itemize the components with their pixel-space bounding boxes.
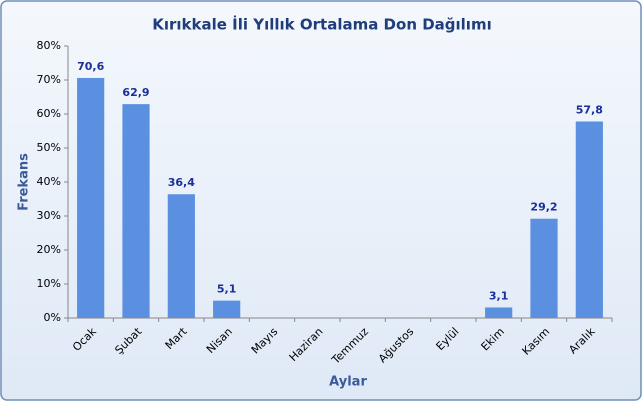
y-tick-label: 60%	[37, 107, 61, 120]
bar	[530, 218, 558, 318]
x-axis-title: Aylar	[329, 375, 367, 390]
chart-title: Kırıkkale İli Yıllık Ortalama Don Dağılı…	[152, 15, 491, 34]
bar	[213, 300, 241, 318]
bar	[77, 77, 105, 319]
bar	[485, 307, 513, 318]
y-tick-label: 40%	[37, 175, 61, 188]
y-tick-label: 10%	[37, 277, 61, 290]
value-label: 62,9	[122, 86, 149, 99]
y-tick-label: 0%	[44, 311, 61, 324]
y-tick-label: 70%	[37, 73, 61, 86]
value-label: 36,4	[168, 176, 195, 189]
y-tick-label: 20%	[37, 243, 61, 256]
value-label: 29,2	[530, 201, 557, 214]
y-tick-label: 50%	[37, 141, 61, 154]
value-label: 5,1	[217, 283, 237, 296]
bar	[122, 104, 150, 318]
y-tick-label: 30%	[37, 209, 61, 222]
bar	[167, 194, 195, 318]
bar	[575, 121, 603, 318]
value-label: 3,1	[489, 289, 509, 302]
y-axis-title: Frekans	[17, 153, 32, 211]
value-label: 70,6	[77, 60, 104, 73]
y-tick-label: 80%	[37, 39, 61, 52]
value-label: 57,8	[576, 103, 603, 116]
